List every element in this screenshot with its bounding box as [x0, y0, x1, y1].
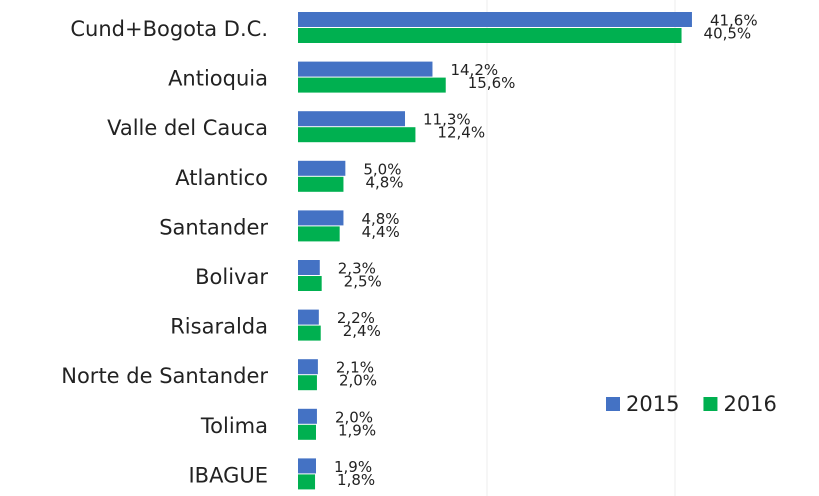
value-label: 41,6% — [710, 12, 758, 30]
category-label: Valle del Cauca — [107, 116, 268, 140]
value-label: 2,4% — [343, 322, 381, 340]
value-label: 14,2% — [450, 61, 498, 79]
bar — [298, 176, 344, 192]
category-label: IBAGUE — [188, 463, 268, 487]
legend-label: 2015 — [626, 392, 679, 416]
bar — [298, 28, 682, 43]
bar — [298, 276, 322, 291]
bar — [298, 226, 340, 242]
bar — [298, 359, 318, 375]
value-label: 1,9% — [338, 421, 376, 439]
category-label: Norte de Santander — [61, 364, 268, 388]
bar — [298, 160, 346, 176]
category-label: Antioquia — [168, 67, 268, 91]
bar — [298, 424, 316, 440]
category-label: Cund+Bogota D.C. — [70, 17, 268, 41]
value-label: 2,0% — [339, 372, 377, 390]
value-label: 5,0% — [363, 160, 401, 178]
category-label: Santander — [159, 215, 268, 239]
value-label: 11,3% — [423, 111, 471, 129]
value-label: 15,6% — [468, 74, 516, 92]
category-label: Risaralda — [170, 315, 268, 339]
bar — [298, 127, 416, 143]
value-label: 2,1% — [336, 359, 374, 377]
bar — [298, 111, 406, 127]
bar — [298, 408, 317, 424]
category-label: Atlantico — [175, 166, 268, 190]
value-label: 2,3% — [338, 260, 376, 278]
bar — [298, 61, 433, 77]
category-label: Bolivar — [195, 265, 268, 289]
value-label: 2,0% — [335, 408, 373, 426]
bar — [298, 309, 319, 325]
bar — [298, 375, 317, 391]
bar — [298, 12, 692, 27]
value-label: 4,8% — [365, 173, 403, 191]
value-label: 1,8% — [337, 471, 375, 489]
bar — [298, 474, 316, 490]
bar — [298, 260, 320, 275]
value-label: 2,2% — [337, 309, 375, 327]
bar — [298, 210, 344, 226]
bar — [298, 325, 321, 341]
value-label: 4,4% — [362, 223, 400, 241]
value-label: 12,4% — [437, 124, 485, 142]
bar — [298, 458, 316, 474]
legend-swatch — [703, 397, 718, 411]
category-label: Tolima — [200, 414, 268, 438]
value-label: 1,9% — [334, 458, 372, 476]
value-label: 4,8% — [361, 210, 399, 228]
legend-swatch — [606, 397, 620, 411]
value-label: 40,5% — [704, 25, 752, 43]
bar — [298, 77, 446, 93]
value-label: 2,5% — [344, 273, 382, 291]
legend-label: 2016 — [723, 392, 776, 416]
